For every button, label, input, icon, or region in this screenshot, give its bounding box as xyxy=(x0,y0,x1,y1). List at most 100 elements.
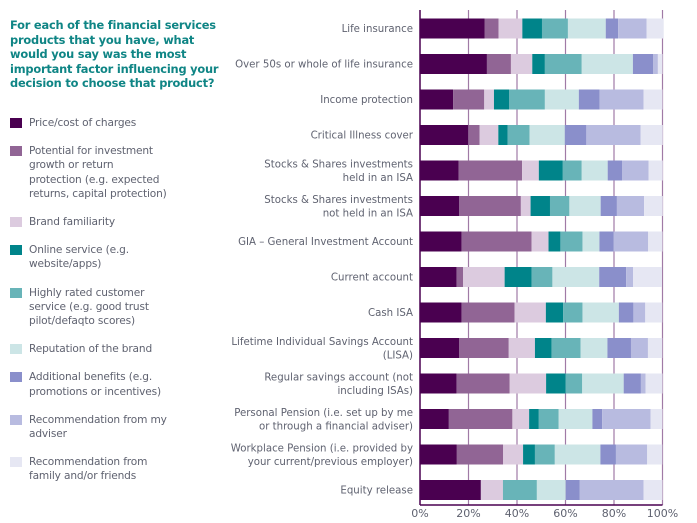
bar-segment xyxy=(508,89,545,110)
legend-swatch xyxy=(10,118,22,128)
bar-segment xyxy=(554,444,601,465)
bar-segment xyxy=(503,444,524,465)
bar-segment xyxy=(647,444,663,465)
bar-segment xyxy=(534,444,555,465)
category-label: not held in an ISA xyxy=(323,208,413,219)
bar-segment xyxy=(498,125,508,145)
bar-segment xyxy=(484,89,494,110)
bar-segment xyxy=(512,409,530,429)
bar-segment xyxy=(458,160,523,181)
category-label: or through a financial adviser) xyxy=(259,421,413,432)
bar-segment xyxy=(508,338,535,358)
legend-label: Potential for investment xyxy=(29,145,153,158)
category-label: Stocks & Shares investments xyxy=(264,195,413,206)
bar-segment xyxy=(536,480,566,500)
bar-segment xyxy=(569,196,601,216)
legend-item: Brand familiarity xyxy=(10,215,225,229)
bar-segment xyxy=(456,267,464,287)
category-label: Critical Illness cover xyxy=(311,131,414,142)
bar-segment xyxy=(498,18,523,39)
bar-segment xyxy=(564,125,587,145)
bar-segment xyxy=(640,125,663,145)
bar-segment xyxy=(541,18,568,39)
legend-label: protection (e.g. expected xyxy=(29,173,160,186)
bar-segment xyxy=(510,54,533,74)
bar-segment xyxy=(534,338,552,358)
bar-segment xyxy=(579,480,644,500)
legend-swatch xyxy=(10,372,22,383)
legend-label: Reputation of the brand xyxy=(29,343,153,356)
bar-row xyxy=(420,54,663,74)
bar-row xyxy=(420,373,663,394)
bar-segment xyxy=(522,160,539,181)
bar-segment xyxy=(650,409,663,429)
bars xyxy=(420,18,664,500)
bar-segment xyxy=(653,54,658,74)
legend-item: Price/cost of charges xyxy=(10,116,225,130)
bar-segment xyxy=(420,160,459,181)
bar-segment xyxy=(420,231,462,252)
category-label: held in an ISA xyxy=(343,173,413,184)
bar-segment xyxy=(493,89,509,110)
bar-segment xyxy=(640,373,646,394)
legend-label: family and/or friends xyxy=(29,470,137,483)
bar-segment xyxy=(420,267,457,287)
category-labels: Life insurance Over 50s or whole of life … xyxy=(231,24,414,497)
bar-segment xyxy=(646,18,664,39)
bar-segment xyxy=(607,338,631,358)
x-tick-label: 80% xyxy=(602,507,626,520)
bar-segment xyxy=(605,18,619,39)
chart-title: For each of the financial services produ… xyxy=(10,18,219,91)
bar-segment xyxy=(531,267,553,287)
bar-segment xyxy=(544,89,579,110)
category-label: GIA – General Investment Account xyxy=(238,237,413,248)
bar-segment xyxy=(592,409,603,429)
bar-segment xyxy=(582,373,624,394)
bar-segment xyxy=(548,231,561,252)
category-label: Equity release xyxy=(340,486,413,497)
bar-segment xyxy=(581,54,633,74)
x-axis-ticks: 0% 20% 40% 60% 80% 100% xyxy=(411,507,678,520)
bar-segment xyxy=(529,409,539,429)
bar-segment xyxy=(420,125,469,145)
bar-row xyxy=(420,89,663,110)
bar-segment xyxy=(600,196,617,216)
x-tick-label: 20% xyxy=(456,507,480,520)
bar-segment xyxy=(420,480,481,500)
bar-segment xyxy=(657,54,663,74)
bar-segment xyxy=(615,444,648,465)
bar-segment xyxy=(530,196,550,216)
legend-label: Recommendation from xyxy=(29,456,148,469)
legend-item: Online service (e.g. website/apps) xyxy=(10,243,225,271)
bar-segment xyxy=(461,231,532,252)
legend-item: Highly rated customer service (e.g. good … xyxy=(10,286,225,329)
legend-label: service (e.g. good trust xyxy=(29,300,149,313)
legend: Price/cost of charges Potential for inves… xyxy=(10,116,225,484)
bar-segment xyxy=(459,338,509,358)
bar-segment xyxy=(420,18,485,39)
legend-label: Brand familiarity xyxy=(29,216,115,229)
bar-segment xyxy=(504,267,532,287)
bar-segment xyxy=(633,267,663,287)
bar-segment xyxy=(448,409,513,429)
bar-segment xyxy=(647,338,663,358)
bar-segment xyxy=(420,196,460,216)
category-label: Personal Pension (i.e. set up by me xyxy=(234,408,413,419)
bar-segment xyxy=(538,160,563,181)
bar-row xyxy=(420,160,663,181)
bar-segment xyxy=(507,125,530,145)
category-label: Workplace Pension (i.e. provided by xyxy=(231,443,413,454)
bar-segment xyxy=(607,160,623,181)
bar-segment xyxy=(558,409,593,429)
bar-segment xyxy=(586,125,641,145)
bar-segment xyxy=(551,338,581,358)
category-label: Current account xyxy=(331,273,413,284)
bar-segment xyxy=(453,89,485,110)
bar-segment xyxy=(459,196,521,216)
bar-segment xyxy=(623,373,641,394)
bar-segment xyxy=(456,373,510,394)
legend-item: Reputation of the brand xyxy=(10,342,225,356)
bar-segment xyxy=(565,480,580,500)
bar-segment xyxy=(582,231,600,252)
